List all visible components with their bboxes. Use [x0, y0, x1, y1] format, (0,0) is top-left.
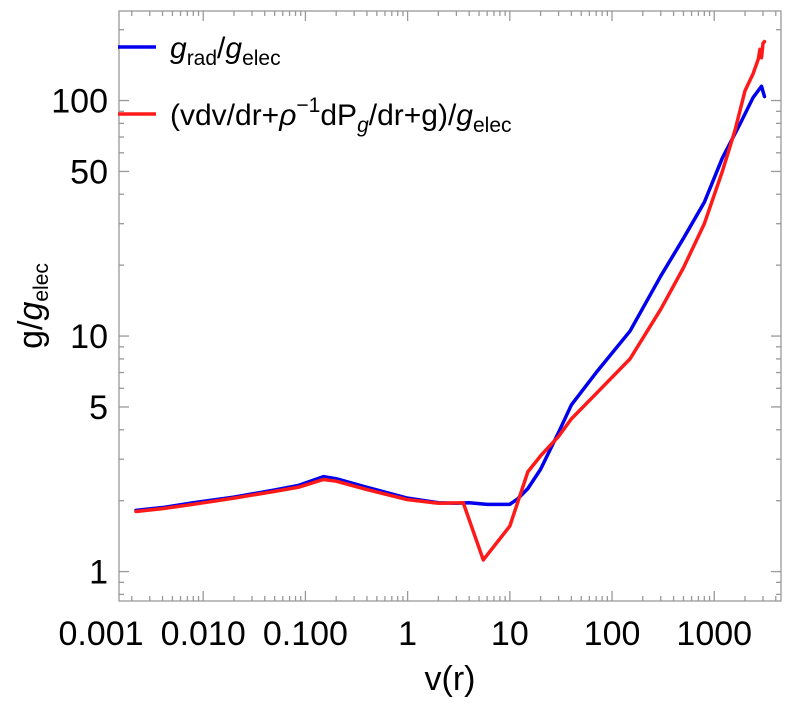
tick-labels: 0.001 0.010 0.100 1 10 100 1000 1 5 10 50 100 — [51, 83, 752, 653]
series-line-balance — [134, 39, 767, 562]
y-tick-label: 5 — [89, 389, 108, 427]
series-lines — [134, 39, 767, 562]
x-tick-label: 1000 — [676, 615, 752, 653]
x-tick-label: 0.100 — [263, 615, 348, 653]
x-tick-label: 100 — [584, 615, 641, 653]
y-tick-label: 50 — [70, 153, 108, 191]
y-tick-label: 100 — [51, 83, 108, 121]
series-line-grad — [134, 84, 767, 513]
x-tick-label: 1 — [398, 615, 417, 653]
x-tick-label: 0.001 — [58, 615, 143, 653]
plot-frame — [118, 10, 782, 602]
y-tick-label: 10 — [70, 318, 108, 356]
legend-label-grad: grad/gelec — [170, 32, 281, 70]
legend: grad/gelec (vdv/dr+ρ−1dPg/dr+g)/gelec — [118, 32, 512, 137]
x-tick-label: 10 — [491, 615, 529, 653]
legend-label-balance: (vdv/dr+ρ−1dPg/dr+g)/gelec — [170, 94, 512, 137]
y-axis-label: g/gelec — [12, 263, 53, 349]
y-tick-label: 1 — [89, 554, 108, 592]
x-tick-label: 0.010 — [161, 615, 246, 653]
tick-marks — [119, 11, 781, 601]
x-axis-label: v(r) — [425, 660, 476, 698]
